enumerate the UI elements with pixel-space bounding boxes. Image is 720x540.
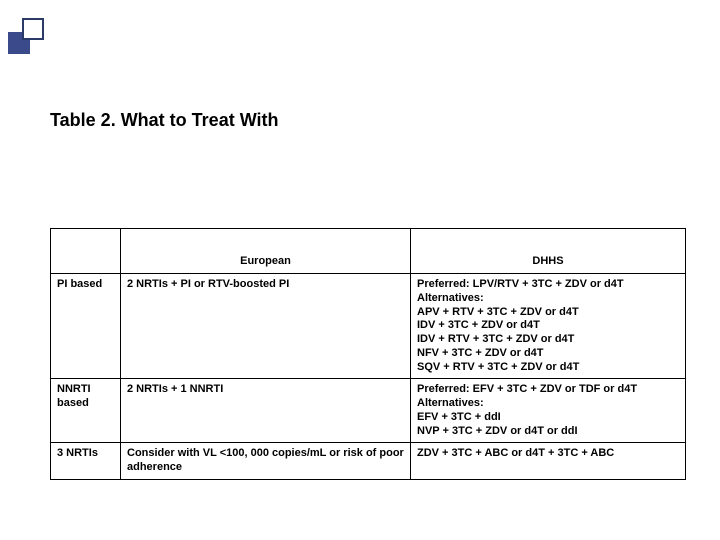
row-label-3nrtis: 3 NRTIs (51, 443, 121, 480)
alt-line: IDV + RTV + 3TC + ZDV or d4T (417, 333, 574, 345)
alternatives-label: Alternatives: (417, 397, 484, 409)
slide-bullet-outline (22, 18, 44, 40)
cell-3nrtis-european: Consider with VL <100, 000 copies/mL or … (121, 443, 411, 480)
preferred-text: EFV + 3TC + ZDV or TDF or d4T (470, 383, 637, 395)
header-dhhs: DHHS (411, 229, 686, 274)
table-title: Table 2. What to Treat With (50, 110, 279, 131)
table-row: NNRTI based 2 NRTIs + 1 NNRTI Preferred:… (51, 379, 686, 443)
table-row: PI based 2 NRTIs + PI or RTV-boosted PI … (51, 274, 686, 379)
cell-nnrti-dhhs: Preferred: EFV + 3TC + ZDV or TDF or d4T… (411, 379, 686, 443)
header-blank (51, 229, 121, 274)
row-label-nnrti: NNRTI based (51, 379, 121, 443)
alt-line: EFV + 3TC + ddI (417, 411, 501, 423)
cell-nnrti-european: 2 NRTIs + 1 NNRTI (121, 379, 411, 443)
cell-3nrtis-dhhs: ZDV + 3TC + ABC or d4T + 3TC + ABC (411, 443, 686, 480)
alt-line: APV + RTV + 3TC + ZDV or d4T (417, 306, 579, 318)
cell-pi-european: 2 NRTIs + PI or RTV-boosted PI (121, 274, 411, 379)
alt-line: IDV + 3TC + ZDV or d4T (417, 319, 540, 331)
header-european: European (121, 229, 411, 274)
preferred-label: Preferred: (417, 278, 470, 290)
preferred-label: Preferred: (417, 383, 470, 395)
preferred-text: LPV/RTV + 3TC + ZDV or d4T (470, 278, 624, 290)
alt-line: NVP + 3TC + ZDV or d4T or ddI (417, 425, 578, 437)
table-header-row: European DHHS (51, 229, 686, 274)
cell-pi-dhhs: Preferred: LPV/RTV + 3TC + ZDV or d4T Al… (411, 274, 686, 379)
alternatives-label: Alternatives: (417, 292, 484, 304)
treatment-table: European DHHS PI based 2 NRTIs + PI or R… (50, 228, 686, 480)
alt-line: SQV + RTV + 3TC + ZDV or d4T (417, 361, 579, 373)
table-row: 3 NRTIs Consider with VL <100, 000 copie… (51, 443, 686, 480)
row-label-pi: PI based (51, 274, 121, 379)
alt-line: NFV + 3TC + ZDV or d4T (417, 347, 544, 359)
